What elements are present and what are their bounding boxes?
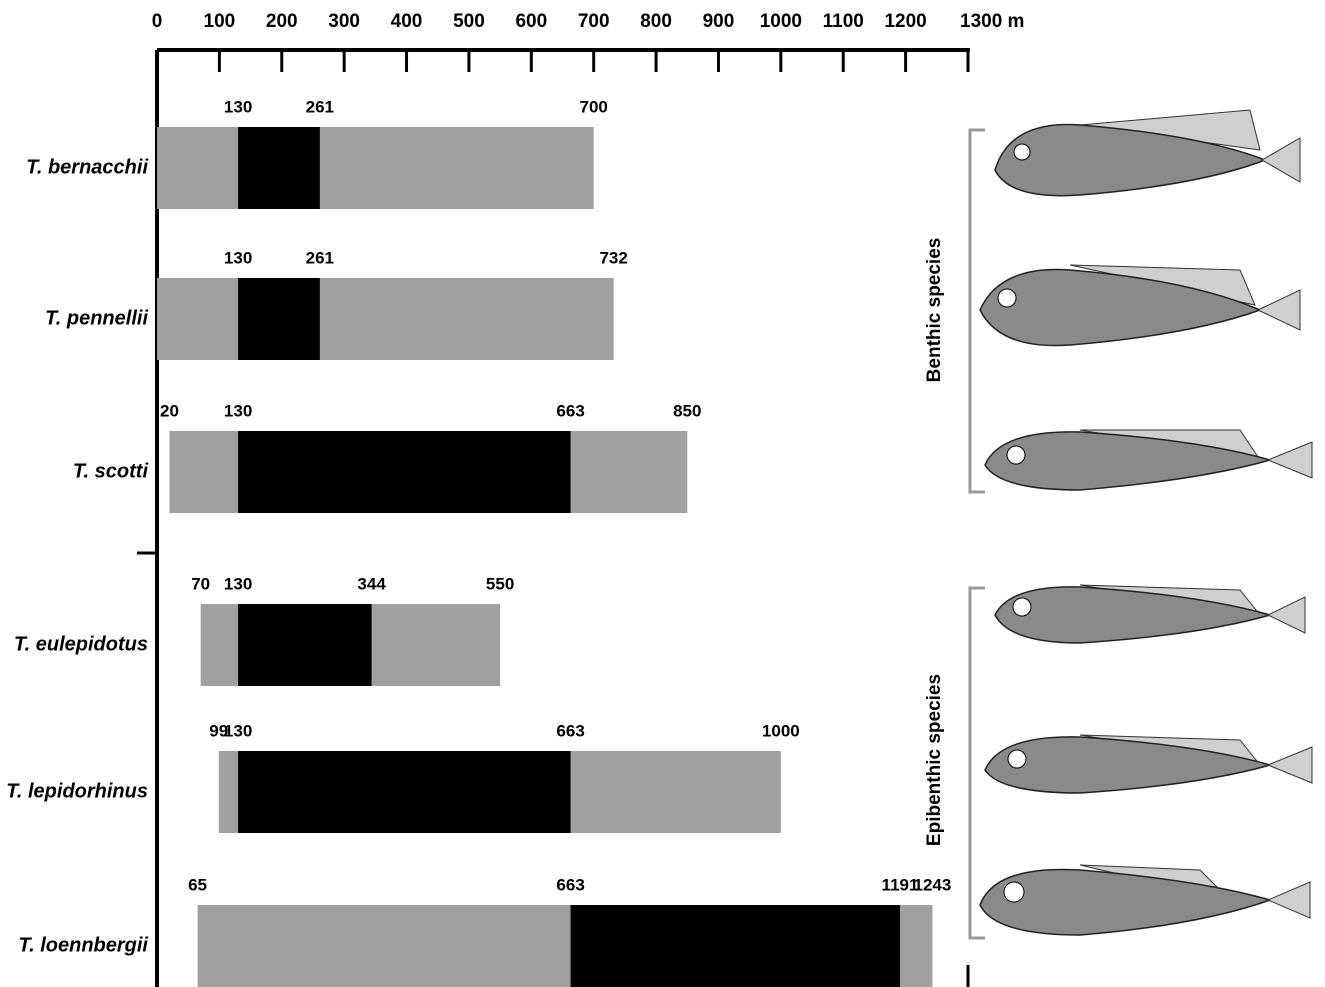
fish [980, 265, 1300, 346]
data-label: 20 [160, 401, 179, 420]
data-label: 700 [580, 97, 608, 116]
data-label: 663 [556, 875, 584, 894]
fish-illustrations [980, 110, 1312, 935]
data-label: 130 [224, 574, 252, 593]
data-label: 261 [306, 248, 334, 267]
category-label: T. pennellii [45, 307, 148, 329]
x-tick-label: 800 [640, 11, 672, 32]
data-label: 65 [188, 875, 207, 894]
range-bar [238, 278, 320, 360]
data-label: 1191 [882, 875, 919, 894]
x-tick-label: 600 [515, 11, 547, 32]
x-tick-label: 0 [152, 11, 163, 32]
category-label: T. lepidorhinus [6, 780, 148, 802]
x-tick-label: 1100 [823, 11, 864, 32]
data-label: 130 [224, 97, 252, 116]
fish [985, 735, 1312, 793]
x-tick-label: 300 [328, 11, 360, 32]
range-bar [238, 751, 571, 833]
data-label: 663 [556, 721, 584, 740]
data-label: 344 [357, 574, 386, 593]
x-tick-label: 400 [391, 11, 423, 32]
data-label: 130 [224, 401, 252, 420]
category-label: T. loennbergii [18, 934, 148, 956]
data-label: 1243 [914, 875, 952, 894]
range-bar [157, 278, 614, 360]
data-label: 850 [673, 401, 701, 420]
fish [985, 430, 1312, 490]
category-label: T. eulepidotus [14, 633, 148, 655]
x-tick-label: 100 [204, 11, 236, 32]
range-bar [238, 604, 372, 686]
page: Benthic species Epibenthic species 0 100 2… [0, 0, 1325, 987]
fish [980, 865, 1310, 935]
x-tick-label: 700 [578, 11, 610, 32]
range-bar [157, 127, 594, 209]
data-label: 1000 [762, 721, 800, 740]
fish [995, 110, 1300, 196]
group-label: Epibenthic species [924, 674, 945, 846]
range-bar [238, 431, 571, 513]
chart: Benthic species Epibenthic species 0 100 2… [0, 0, 1325, 987]
x-tick-label: 900 [703, 11, 735, 32]
fish [995, 585, 1305, 643]
data-label: 550 [486, 574, 514, 593]
data-label: 261 [306, 97, 334, 116]
category-label: T. bernacchii [26, 156, 148, 178]
group-label: Benthic species [924, 238, 945, 383]
x-tick-label: 200 [266, 11, 298, 32]
range-bar [571, 905, 900, 987]
bracket [970, 588, 985, 938]
data-label: 663 [556, 401, 584, 420]
range-bar [238, 127, 320, 209]
x-tick-label: 500 [453, 11, 485, 32]
x-tick-label: 1300 m [960, 11, 1024, 32]
data-label: 130 [224, 721, 252, 740]
data-label: 130 [224, 248, 252, 267]
data-label: 732 [599, 248, 627, 267]
data-label: 70 [191, 574, 210, 593]
category-label: T. scotti [73, 460, 149, 482]
x-tick-label: 1000 [760, 11, 802, 32]
x-tick-label: 1200 [884, 11, 926, 32]
